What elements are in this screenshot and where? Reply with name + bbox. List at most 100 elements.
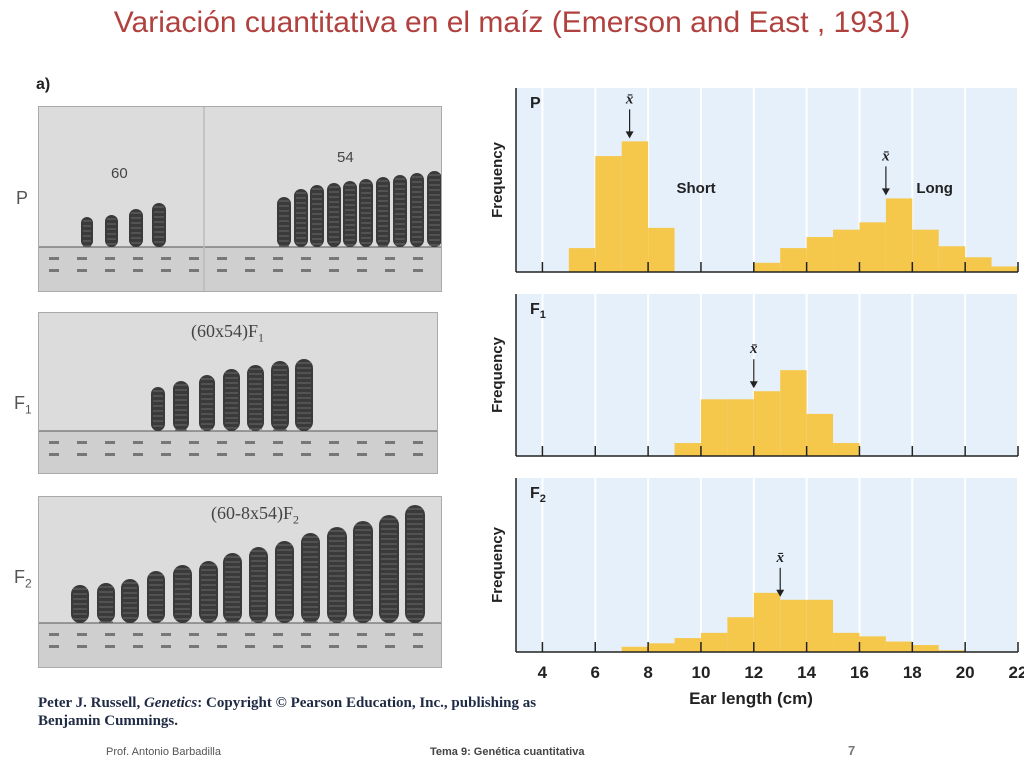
panel-label: P [530,95,541,112]
corn-ear-image [129,209,143,247]
mean-arrow-head [776,589,785,597]
photo-label-short-line: 60 [111,165,128,182]
corn-ear-image [147,571,165,623]
corn-ear-image [275,541,294,623]
photo-f1-ears: (60x54)F1 [38,312,438,474]
histogram-bar [674,443,701,456]
corn-ear-image [97,583,115,623]
corn-ear-image [249,547,268,623]
mean-arrow-head [749,381,758,389]
corn-ear-image [81,217,93,247]
mean-symbol: x̄ [881,148,890,164]
histogram-bar [938,650,966,652]
footer-author: Prof. Antonio Barbadilla [106,746,221,758]
y-axis-label: Frequency [489,141,506,218]
slide-title: Variación cuantitativa en el maíz (Emers… [113,6,911,39]
histogram-bar [780,370,807,456]
mean-symbol: x̄ [625,91,634,107]
figure-citation: Peter J. Russell, Genetics: Copyright © … [38,695,537,729]
corn-ear-image [301,533,320,623]
x-tick-label: 16 [850,663,869,682]
corn-ear-image [223,369,240,431]
x-tick-label: 4 [538,663,548,682]
mean-arrow-head [625,131,634,139]
histogram-bar [833,632,860,652]
histogram-bar [912,229,939,272]
histogram-bar [806,237,834,272]
x-tick-label: 8 [643,663,652,682]
corn-ear-image [379,515,399,623]
corn-ear-image [294,189,308,247]
corn-ear-image [376,177,390,247]
histogram-bar [806,413,834,456]
corn-ear-image [295,359,313,431]
x-axis-label: Ear length (cm) [689,689,813,708]
generation-label-f1: F1 [14,393,32,417]
histogram-bar [885,198,913,272]
corn-ear-image [105,215,118,247]
mean-symbol: x̄ [749,341,758,357]
histogram-bar [859,636,886,652]
y-axis-label: Frequency [489,526,506,603]
corn-ear-image [353,521,373,623]
series-label: Short [677,180,716,197]
histogram-bar [833,443,860,456]
corn-ear-image [173,565,192,623]
histogram-bar [700,632,728,652]
histogram-bar [727,617,754,652]
x-tick-label: 20 [956,663,975,682]
mean-arrow-head [881,188,890,196]
histogram-bar [648,643,675,652]
generation-label-p: P [16,188,29,208]
histogram-bar [859,222,886,272]
generation-label-f2: F2 [14,567,32,591]
corn-ear-image [247,365,264,431]
corn-ear-image [152,203,166,247]
photo-parental-ears: 60 54 [38,106,442,292]
histogram-bar [753,391,781,456]
histogram-panel: x̄ Short x̄ Long P Frequency [489,88,1019,273]
x-tick-label: 10 [691,663,710,682]
photo-f2-ears: (60-8x54)F2 [38,496,442,668]
x-tick-label: 22 [1009,663,1024,682]
corn-ear-image [121,579,139,623]
corn-ear-image [173,381,189,431]
histogram-bar [780,599,807,652]
histogram-bar [674,638,701,652]
histogram-bar [753,262,781,272]
corn-ear-image [223,553,242,623]
corn-ear-image [405,505,425,623]
series-label: Long [916,180,953,197]
histogram-bar [780,248,807,272]
corn-ear-image [427,171,441,247]
x-tick-label: 14 [797,663,816,682]
histogram-bar [621,646,649,652]
x-tick-label: 12 [744,663,763,682]
histogram-bar [700,399,728,456]
corn-ear-image [410,173,424,247]
histogram-bar [965,257,992,272]
histogram-bar [991,266,1018,272]
histogram-bar [568,248,596,272]
panel-a-label: a) [36,76,51,93]
histogram-bar [885,641,913,652]
histogram-bar [806,599,834,652]
corn-ear-image [327,183,341,247]
corn-ear-image [359,179,373,247]
mean-symbol: x̄ [775,550,784,566]
corn-ear-image [393,175,407,247]
x-tick-label: 18 [903,663,922,682]
histogram-bar [621,141,649,272]
photo-label-f1: (60x54)F1 [191,321,264,345]
corn-ear-image [151,387,165,431]
footer-topic: Tema 9: Genética cuantitativa [430,746,585,758]
x-tick-label: 6 [591,663,600,682]
corn-ear-image [277,197,291,247]
histogram-bar [648,227,675,272]
histogram-bar [727,399,754,456]
corn-ear-image [327,527,347,623]
photo-label-long-line: 54 [337,149,354,166]
corn-ear-image [310,185,324,247]
corn-ear-image [343,181,357,247]
